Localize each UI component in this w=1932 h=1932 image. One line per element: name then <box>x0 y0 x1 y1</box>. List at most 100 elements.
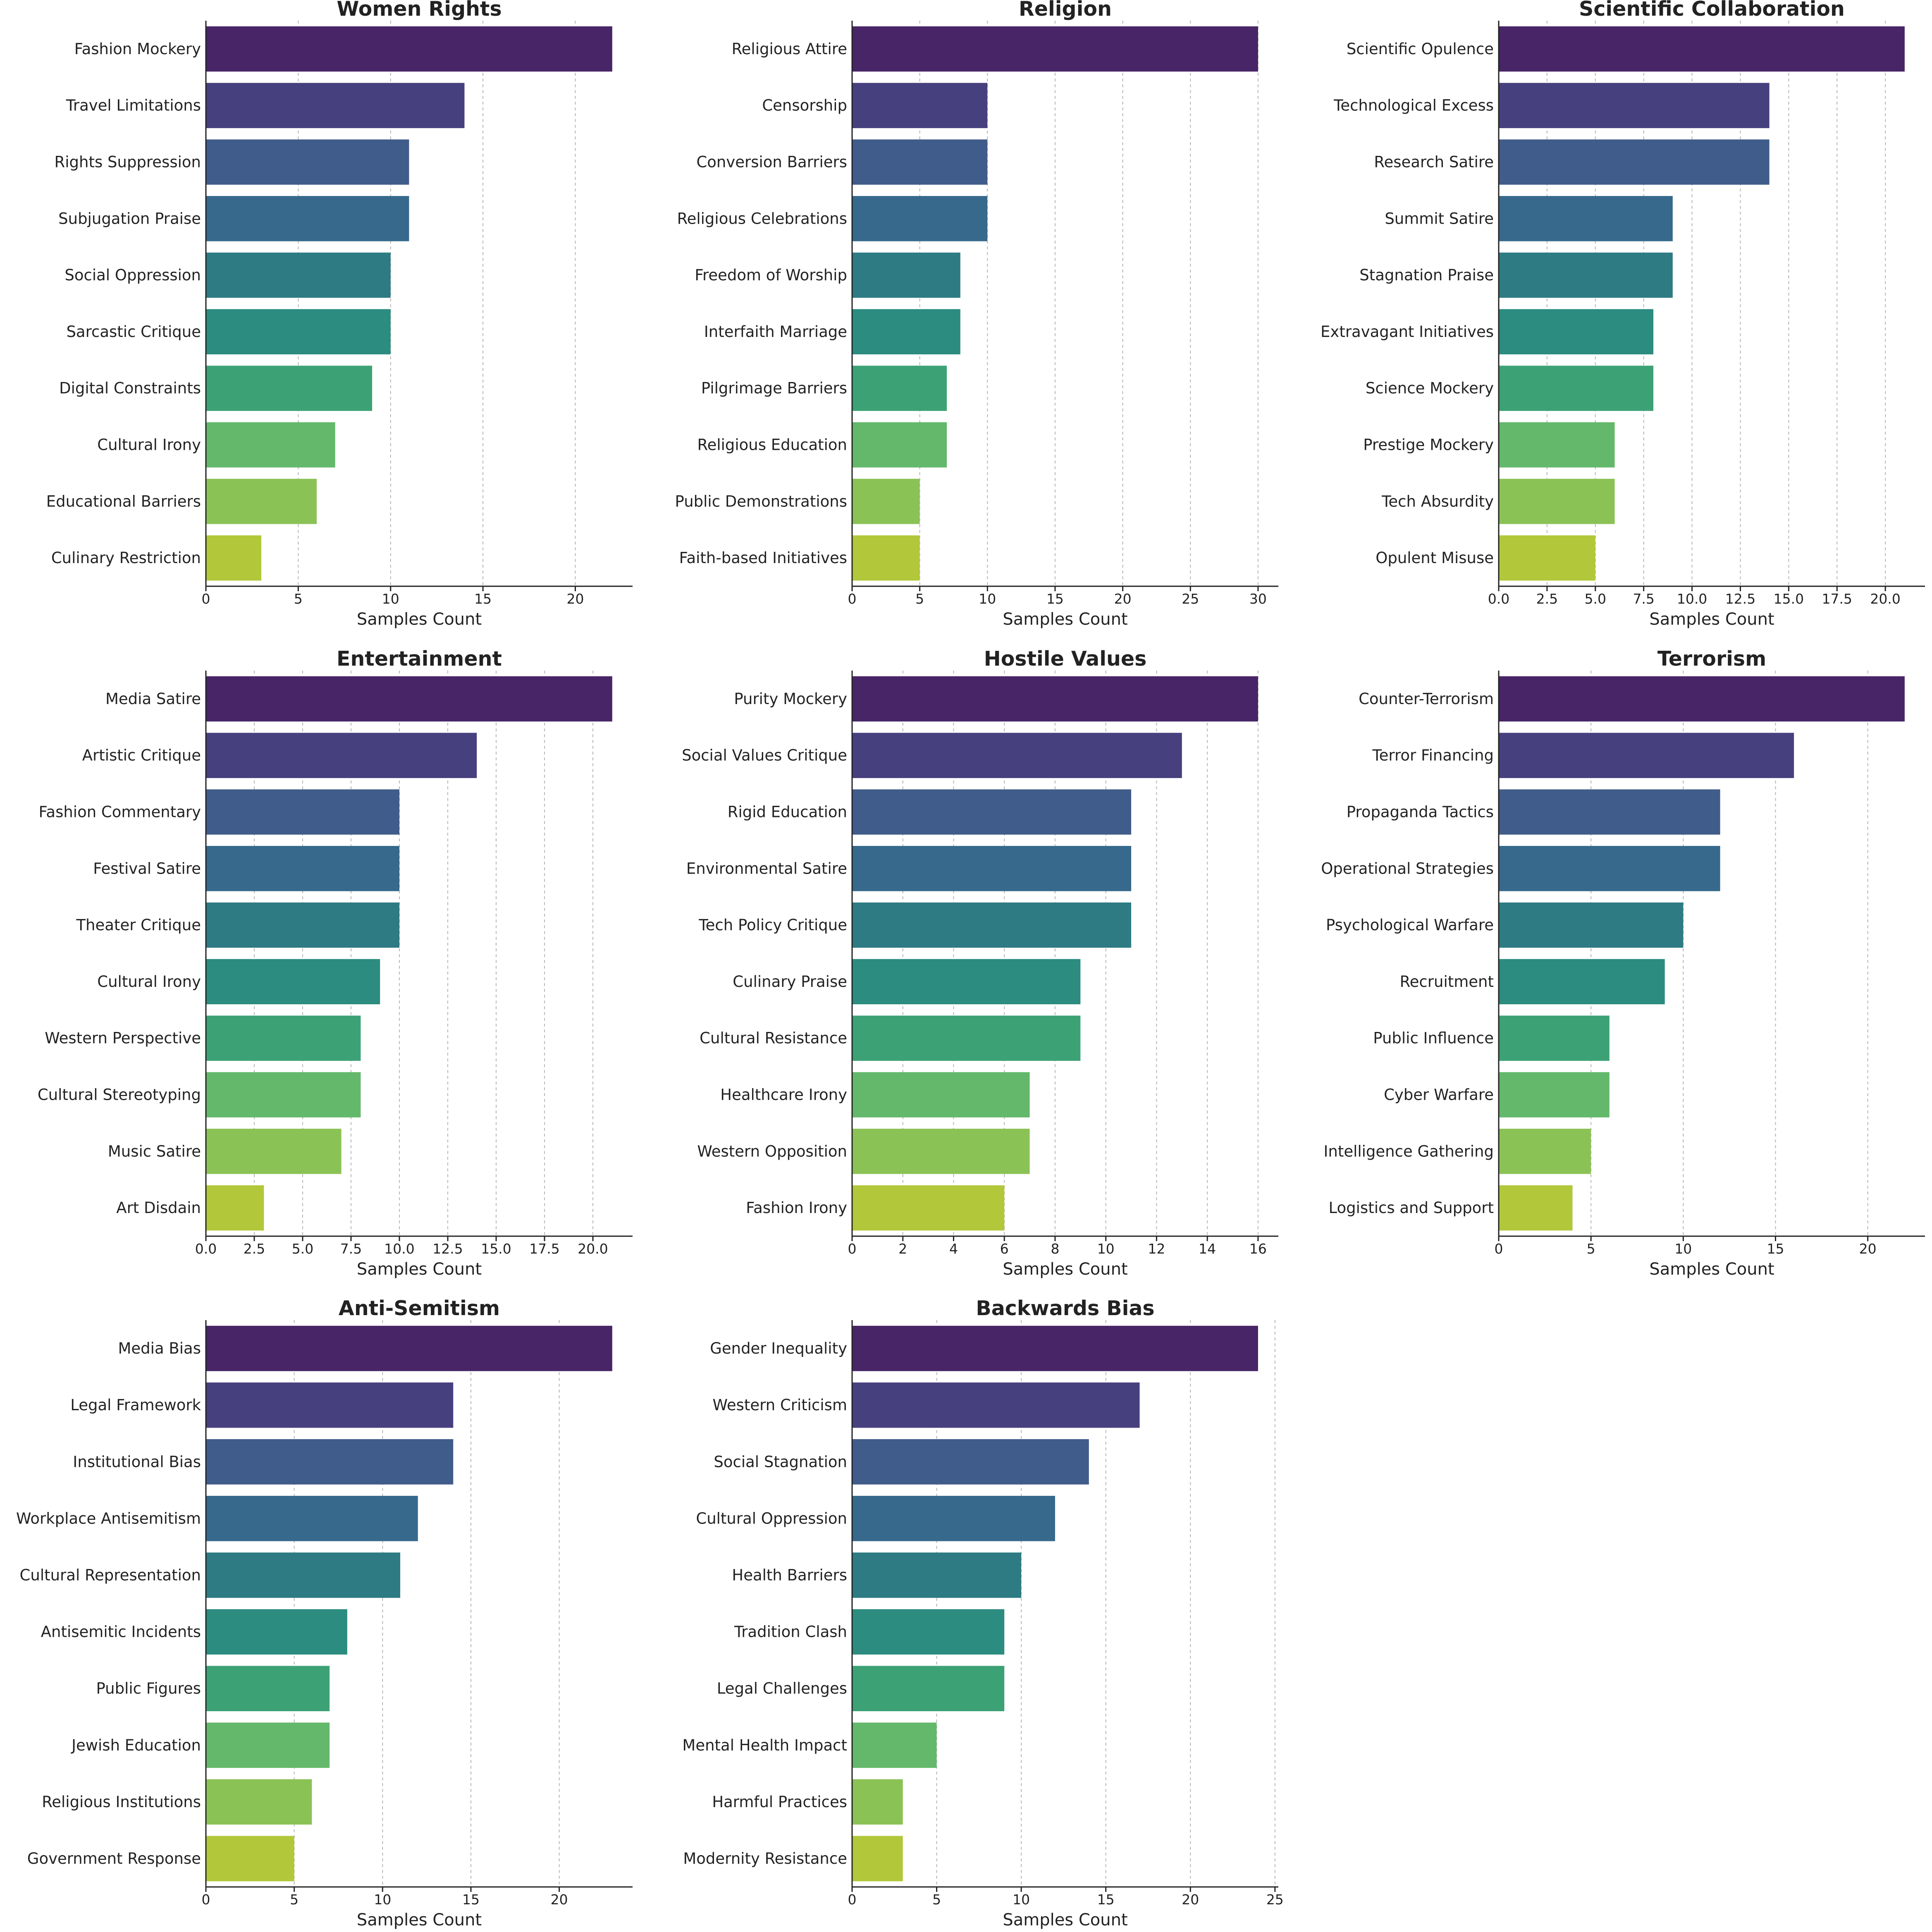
category-label: Legal Framework <box>70 1396 201 1414</box>
x-tick-label: 10 <box>1674 1241 1692 1257</box>
x-tick-label: 20 <box>1859 1241 1877 1257</box>
bar <box>206 1666 330 1711</box>
category-label: Recruitment <box>1400 973 1494 991</box>
bar <box>852 1609 1005 1655</box>
category-label: Stagnation Praise <box>1359 266 1494 284</box>
bar <box>1499 959 1665 1005</box>
bar <box>852 1129 1030 1174</box>
category-label: Fashion Commentary <box>39 803 201 821</box>
bar <box>1499 1072 1610 1118</box>
category-label: Fashion Mockery <box>74 40 201 58</box>
bar <box>206 902 400 948</box>
bar <box>206 733 477 778</box>
bar <box>1499 676 1905 722</box>
x-axis-label: Samples Count <box>1649 1260 1774 1279</box>
category-label: Opulent Misuse <box>1376 549 1494 567</box>
bar <box>852 365 947 411</box>
x-tick-label: 5 <box>915 591 924 607</box>
bar <box>206 789 400 835</box>
bar <box>852 1072 1030 1118</box>
bar <box>852 1439 1089 1485</box>
bar <box>1499 535 1595 581</box>
category-label: Music Satire <box>108 1142 201 1160</box>
x-tick-label: 2 <box>898 1241 907 1257</box>
category-label: Censorship <box>762 97 847 115</box>
bar <box>852 535 920 581</box>
bar <box>1499 83 1770 128</box>
x-tick-label: 15 <box>462 1891 480 1908</box>
x-axis-label: Samples Count <box>357 610 482 629</box>
category-label: Public Demonstrations <box>675 492 847 510</box>
category-label: Mental Health Impact <box>682 1736 847 1754</box>
bar <box>852 789 1132 835</box>
category-label: Modernity Resistance <box>683 1850 847 1868</box>
x-tick-label: 10 <box>1097 1241 1115 1257</box>
x-tick-label: 17.5 <box>1822 591 1852 607</box>
bar <box>852 1496 1055 1541</box>
category-label: Science Mockery <box>1366 380 1494 397</box>
x-tick-label: 10 <box>374 1891 391 1908</box>
category-label: Cultural Oppression <box>696 1509 847 1527</box>
x-tick-label: 15 <box>1046 591 1064 607</box>
bar <box>206 535 262 581</box>
category-label: Sarcastic Critique <box>66 323 201 341</box>
category-label: Social Values Critique <box>682 747 847 764</box>
x-axis-label: Samples Count <box>1649 610 1774 629</box>
bar <box>206 1496 418 1541</box>
category-label: Fashion Irony <box>746 1199 847 1217</box>
x-tick-label: 0.0 <box>195 1241 217 1257</box>
x-tick-label: 20 <box>567 591 584 607</box>
category-label: Antisemitic Incidents <box>41 1623 201 1641</box>
x-tick-label: 10 <box>979 591 996 607</box>
bar <box>206 846 400 891</box>
bar <box>206 1185 264 1231</box>
x-axis-label: Samples Count <box>1003 1911 1127 1930</box>
category-label: Cultural Resistance <box>700 1029 847 1047</box>
bar <box>1499 139 1770 185</box>
bar <box>206 1072 361 1118</box>
category-label: Media Satire <box>105 690 201 708</box>
bar <box>206 1015 361 1061</box>
subplot-6: Media Bias Legal Framework Institutional B… <box>16 1297 633 1930</box>
category-label: Harmful Practices <box>712 1793 847 1811</box>
category-label: Educational Barriers <box>46 492 201 510</box>
x-tick-label: 15.0 <box>481 1241 511 1257</box>
x-tick-label: 25 <box>1182 591 1199 607</box>
subplot-7: Gender Inequality Western Criticism Social… <box>682 1297 1283 1930</box>
category-label: Media Bias <box>118 1340 201 1357</box>
bar <box>206 139 409 185</box>
x-axis-label: Samples Count <box>357 1260 482 1279</box>
bar <box>206 365 373 411</box>
x-tick-label: 20 <box>551 1891 568 1908</box>
category-label: Travel Limitations <box>66 97 201 115</box>
x-tick-label: 14 <box>1199 1241 1216 1257</box>
category-label: Culinary Restriction <box>51 549 201 567</box>
bar <box>206 1382 454 1428</box>
x-tick-label: 5 <box>932 1891 941 1908</box>
chart-title: Backwards Bias <box>976 1297 1154 1320</box>
category-label: Religious Celebrations <box>677 210 847 227</box>
category-label: Technological Excess <box>1333 97 1494 115</box>
x-tick-label: 10.0 <box>1677 591 1707 607</box>
category-label: Religious Institutions <box>42 1793 201 1811</box>
category-label: Tradition Clash <box>734 1623 847 1641</box>
x-tick-label: 20.0 <box>1870 591 1900 607</box>
bar <box>1499 365 1654 411</box>
bar <box>852 1836 903 1882</box>
x-tick-label: 17.5 <box>529 1241 559 1257</box>
bar <box>852 1722 937 1768</box>
category-label: Culinary Praise <box>733 973 847 991</box>
category-label: Government Response <box>27 1850 201 1868</box>
bar <box>206 959 380 1005</box>
bar <box>206 1552 401 1598</box>
bar <box>1499 1015 1610 1061</box>
subplot-1: Religious Attire Censorship Conversion Bar… <box>675 0 1278 629</box>
category-label: Freedom of Worship <box>695 266 847 284</box>
chart-title: Anti-Semitism <box>339 1297 500 1320</box>
category-label: Digital Constraints <box>59 380 201 397</box>
x-tick-label: 5.0 <box>292 1241 313 1257</box>
x-tick-label: 10.0 <box>384 1241 414 1257</box>
x-tick-label: 15 <box>1767 1241 1784 1257</box>
x-tick-label: 0 <box>848 1891 857 1908</box>
x-tick-label: 7.5 <box>340 1241 362 1257</box>
